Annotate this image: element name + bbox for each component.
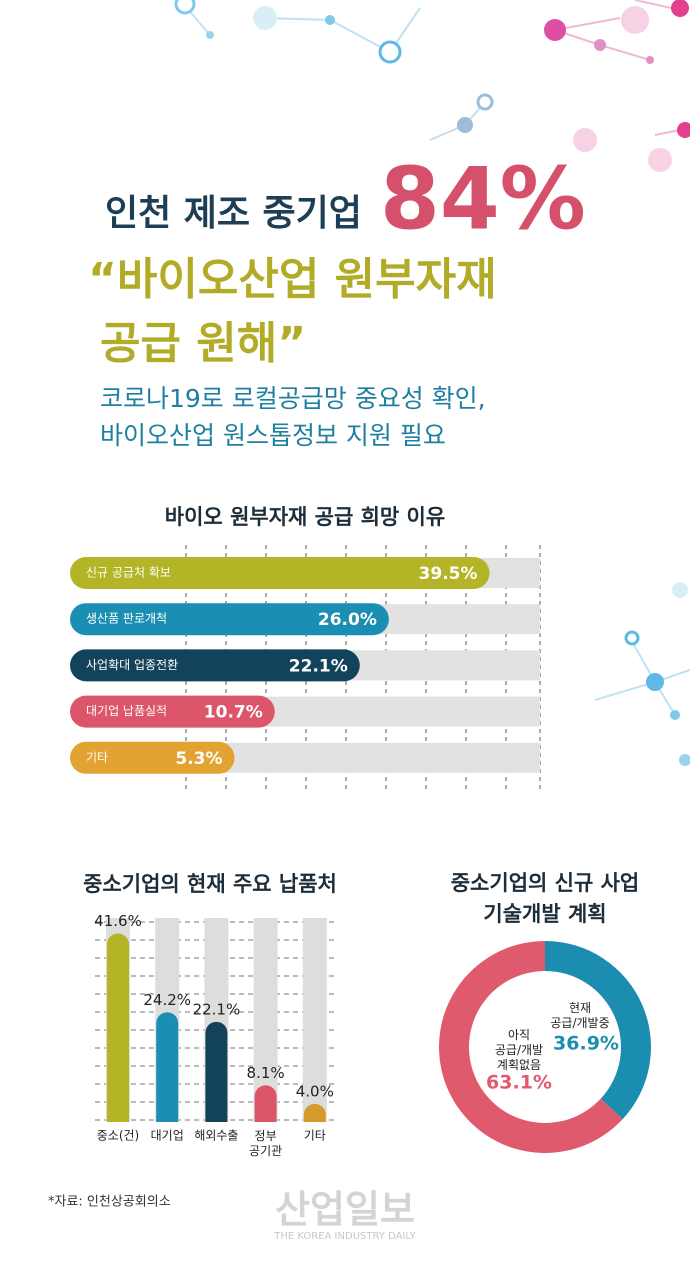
bar-track [302,918,327,1122]
value-label: 10.7% [204,703,263,723]
category-label: 정부 공기관 [249,1129,282,1158]
bar [156,1012,179,1122]
category-label: 중소(건) [97,1129,139,1143]
segment-value: 36.9% [553,1033,619,1055]
value-label: 22.1% [289,656,348,676]
category-label: 기타 [304,1129,326,1143]
segment-label: 현재 공급/개발중 [550,1001,609,1030]
bar [70,741,235,774]
bar [107,933,129,1122]
donut-segment [438,940,623,1153]
bar [303,1103,326,1122]
chart-title: 바이오 원부자재 공급 희망 이유 [165,505,445,529]
category-label: 기타 [86,750,108,764]
value-label: 22.1% [193,1000,241,1018]
bar [70,603,389,636]
header-subtitle: 코로나19로 로컬공급망 중요성 확인, [100,384,486,413]
donut-segment [545,941,651,1120]
header-subtitle: 바이오산업 원스톱정보 지원 필요 [100,421,446,450]
value-label: 5.3% [175,749,222,769]
value-label: 8.1% [247,1064,285,1082]
chart-title: 중소기업의 현재 주요 납품처 [83,872,337,896]
value-label: 24.2% [143,991,191,1009]
category-label: 대기업 납품실적 [86,704,167,718]
bar [205,1021,228,1122]
category-label: 해외수출 [194,1129,238,1143]
bar-track [186,742,540,773]
header-highlight: 84% [380,149,586,249]
category-label: 생산품 판로개척 [86,612,167,626]
header-title: 인천 제조 중기업 [105,193,362,234]
category-label: 사업확대 업종전환 [86,658,178,672]
bar [70,557,490,589]
header-quote: 공급 원해” [100,318,306,369]
watermark-sub: THE KOREA INDUSTRY DAILY [273,1231,416,1242]
watermark: 산업일보 [275,1188,415,1232]
header-quote: “바이오산업 원부자재 [88,254,497,305]
value-label: 39.5% [419,564,478,584]
molecule-decoration [174,0,690,766]
segment-label: 아직 공급/개발 계획없음 [495,1028,543,1072]
value-label: 4.0% [296,1082,334,1100]
segment-value: 63.1% [486,1072,552,1094]
category-label: 대기업 [151,1129,184,1143]
bar [254,1085,277,1122]
bar [70,649,360,682]
chart-title: 중소기업의 신규 사업 기술개발 계획 [451,871,640,926]
value-label: 41.6% [94,912,142,930]
bar [70,695,275,728]
value-label: 26.0% [318,610,377,630]
category-label: 신규 공급처 확보 [86,566,171,580]
source-note: *자료: 인천상공회의소 [48,1195,171,1210]
